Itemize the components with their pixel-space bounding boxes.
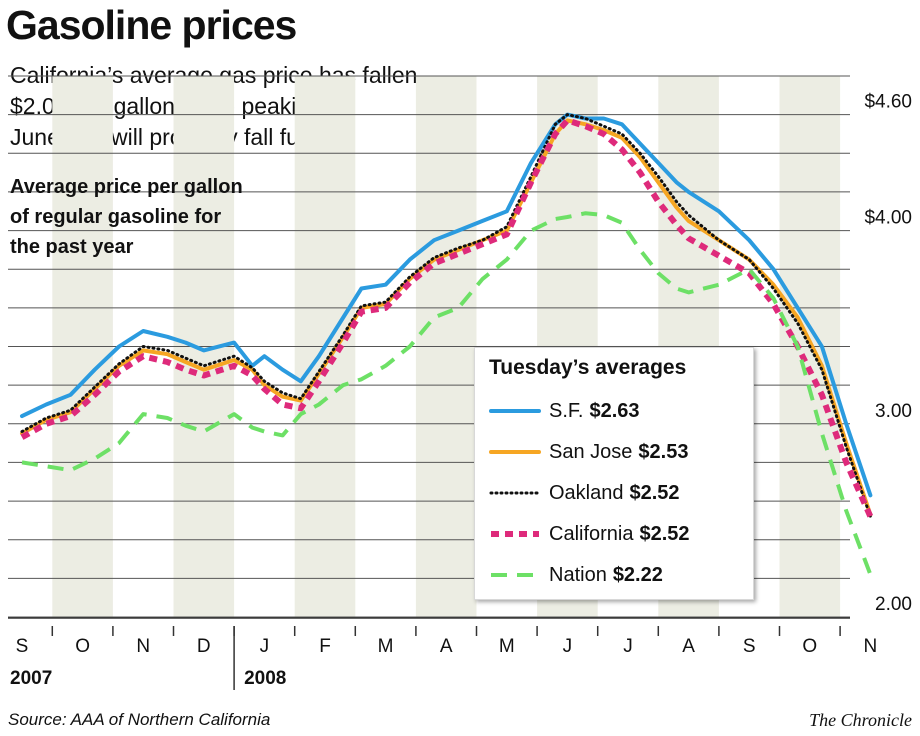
legend-label: Nation	[549, 563, 607, 586]
x-tick-label: O	[802, 636, 817, 657]
series-line-s-f	[20, 112, 873, 498]
y-tick-label: 3.00	[875, 401, 912, 422]
y-tick-label: 2.00	[875, 594, 912, 615]
legend-value: $2.22	[612, 563, 663, 586]
legend-swatch-oakland	[489, 491, 541, 495]
x-tick-label: O	[75, 636, 90, 657]
x-tick-label: J	[623, 636, 633, 657]
x-tick-label: N	[864, 636, 878, 657]
x-tick-label: M	[499, 636, 515, 657]
legend-swatch-nation	[491, 573, 539, 577]
legend-item-california: California $2.52	[489, 517, 751, 551]
legend-label: San Jose	[549, 440, 633, 463]
legend-title: Tuesday’s averages	[489, 356, 687, 379]
legend-swatch-san-jose	[489, 450, 541, 454]
legend-item-san-jose: San Jose $2.53	[489, 435, 751, 469]
series-line-california	[20, 117, 874, 518]
x-tick-label: S	[16, 636, 29, 657]
x-tick-label: A	[682, 636, 695, 657]
x-tick-label: D	[197, 636, 211, 657]
y-tick-label: $4.00	[864, 208, 912, 229]
x-axis: S O N D J F M A M J J A S O N 2007 2008	[8, 617, 878, 690]
legend-value: $2.52	[639, 522, 690, 545]
legend-swatch-california	[491, 531, 539, 537]
x-tick-label: F	[319, 636, 331, 657]
credit: The Chronicle	[809, 710, 912, 730]
legend-value: $2.63	[589, 399, 640, 422]
legend-label: Oakland	[549, 481, 624, 504]
chart-title: Gasoline prices	[6, 2, 297, 48]
legend-swatch-sf	[489, 409, 541, 413]
year-label: 2008	[244, 668, 286, 689]
x-tick-label: J	[260, 636, 270, 657]
x-tick-label: N	[136, 636, 150, 657]
series-line-oakland	[20, 113, 872, 518]
x-tick-label: A	[440, 636, 453, 657]
legend-label: California	[549, 522, 634, 545]
legend: Tuesday’s averages S.F. $2.63 San Jose $…	[474, 347, 754, 600]
legend-item-nation: Nation $2.22	[489, 558, 751, 592]
series-lines	[20, 112, 874, 576]
x-tick-label: M	[378, 636, 394, 657]
legend-value: $2.52	[629, 481, 680, 504]
subtitle-line: the past year	[10, 236, 134, 258]
series-line-nation	[21, 211, 873, 576]
legend-item-oakland: Oakland $2.52	[489, 476, 751, 510]
y-axis: 2.00 3.00 $4.00 $4.60	[864, 92, 912, 615]
x-tick-label: S	[743, 636, 756, 657]
y-tick-label: $4.60	[864, 92, 912, 113]
chart-subtitle: Average price per gallon of regular gaso…	[10, 172, 243, 262]
x-tick-label: J	[563, 636, 573, 657]
subtitle-line: Average price per gallon	[10, 176, 243, 198]
legend-label: S.F.	[549, 399, 584, 422]
source-note: Source: AAA of Northern California	[8, 710, 271, 729]
subtitle-line: of regular gasoline for	[10, 206, 222, 228]
series-line-san-jose	[20, 118, 873, 517]
year-label: 2007	[10, 668, 52, 689]
legend-value: $2.53	[638, 440, 689, 463]
legend-item-sf: S.F. $2.63	[489, 394, 751, 428]
